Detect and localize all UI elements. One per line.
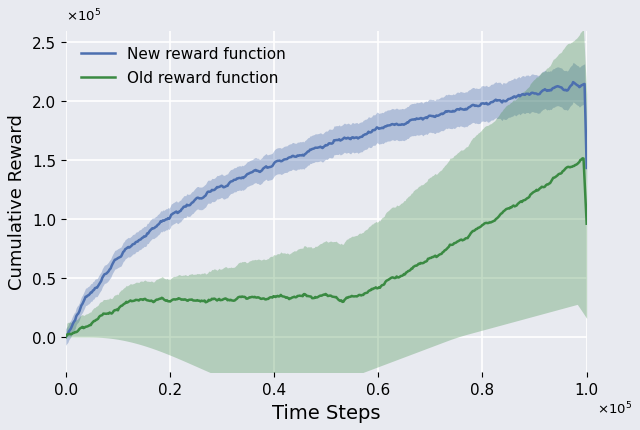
New reward function xyxy=(583,166,591,171)
Old reward function xyxy=(570,164,578,169)
New reward function xyxy=(372,127,380,132)
Old reward function xyxy=(309,296,317,301)
Old reward function xyxy=(372,285,380,290)
Old reward function xyxy=(489,219,497,224)
New reward function xyxy=(344,136,351,141)
Line: New reward function: New reward function xyxy=(66,83,587,337)
Text: $\times10^5$: $\times10^5$ xyxy=(597,400,632,416)
Old reward function xyxy=(62,335,70,340)
Line: Old reward function: Old reward function xyxy=(66,159,587,337)
New reward function xyxy=(312,146,320,151)
X-axis label: Time Steps: Time Steps xyxy=(272,403,380,422)
Old reward function xyxy=(579,157,586,162)
Old reward function xyxy=(344,295,351,301)
New reward function xyxy=(569,80,577,86)
Old reward function xyxy=(312,295,320,301)
Text: $\times10^5$: $\times10^5$ xyxy=(66,8,101,25)
New reward function xyxy=(309,147,317,152)
New reward function xyxy=(62,335,70,340)
New reward function xyxy=(489,100,497,105)
Old reward function xyxy=(583,221,591,227)
New reward function xyxy=(572,82,579,87)
Legend: New reward function, Old reward function: New reward function, Old reward function xyxy=(74,39,293,93)
Y-axis label: Cumulative Reward: Cumulative Reward xyxy=(8,114,26,290)
